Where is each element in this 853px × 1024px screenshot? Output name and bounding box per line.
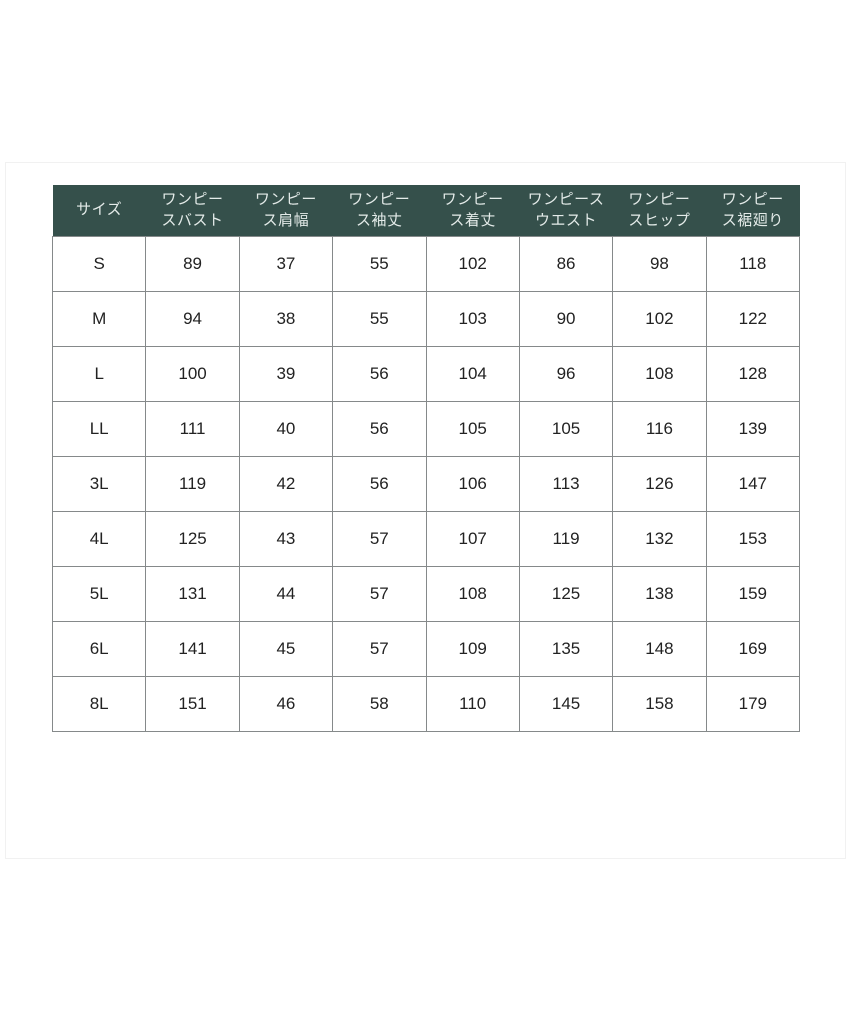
measurement-cell: 128 — [705, 346, 801, 402]
measurement-cell: 125 — [145, 511, 240, 567]
measurement-cell: 125 — [518, 566, 614, 622]
size-cell: 6L — [51, 621, 147, 677]
table-row: 8L 151 46 58 110 145 158 179 — [51, 676, 801, 732]
table-row: L 100 39 56 104 96 108 128 — [51, 346, 801, 402]
measurement-cell: 141 — [145, 621, 240, 677]
measurement-cell: 107 — [425, 511, 520, 567]
column-header-4: ワンピー ス着丈 — [426, 185, 520, 237]
measurement-cell: 169 — [705, 621, 801, 677]
column-header-6: ワンピー スヒップ — [612, 185, 707, 237]
measurement-cell: 94 — [145, 291, 240, 347]
measurement-cell: 113 — [518, 456, 614, 512]
measurement-cell: 42 — [238, 456, 334, 512]
size-cell: 8L — [51, 676, 147, 732]
measurement-cell: 116 — [612, 401, 707, 457]
measurement-cell: 131 — [145, 566, 240, 622]
measurement-cell: 55 — [332, 291, 427, 347]
measurement-cell: 139 — [705, 401, 801, 457]
measurement-cell: 105 — [518, 401, 614, 457]
measurement-cell: 55 — [332, 236, 427, 292]
table-row: 4L 125 43 57 107 119 132 153 — [51, 511, 801, 567]
content-panel: サイズ ワンピー スバスト ワンピー ス肩幅 ワンピー ス袖丈 ワンピー ス着丈 ワンピー… — [5, 162, 846, 859]
measurement-cell: 40 — [238, 401, 334, 457]
measurement-cell: 126 — [612, 456, 707, 512]
measurement-cell: 119 — [518, 511, 614, 567]
column-header-7: ワンピー ス裾廻り — [706, 185, 800, 237]
measurement-cell: 96 — [518, 346, 614, 402]
measurement-cell: 118 — [705, 236, 801, 292]
measurement-cell: 111 — [145, 401, 240, 457]
measurement-cell: 57 — [332, 511, 427, 567]
size-cell: S — [51, 236, 147, 292]
measurement-cell: 86 — [518, 236, 614, 292]
measurement-cell: 44 — [238, 566, 334, 622]
column-header-1: ワンピー スバスト — [145, 185, 240, 237]
header-row: サイズ ワンピー スバスト ワンピー ス肩幅 ワンピー ス袖丈 ワンピー ス着丈 ワンピー… — [52, 185, 800, 237]
column-header-2: ワンピー ス肩幅 — [239, 185, 333, 237]
measurement-cell: 56 — [332, 401, 427, 457]
table-row: 5L 131 44 57 108 125 138 159 — [51, 566, 801, 622]
measurement-cell: 132 — [612, 511, 707, 567]
measurement-cell: 108 — [612, 346, 707, 402]
size-chart-header: サイズ ワンピー スバスト ワンピー ス肩幅 ワンピー ス袖丈 ワンピー ス着丈 ワンピー… — [52, 185, 800, 237]
measurement-cell: 89 — [145, 236, 240, 292]
size-cell: 3L — [51, 456, 147, 512]
table-row: LL 111 40 56 105 105 116 139 — [51, 401, 801, 457]
column-header-3: ワンピー ス袖丈 — [332, 185, 426, 237]
measurement-cell: 43 — [238, 511, 334, 567]
column-header-5: ワンピース ウエスト — [519, 185, 613, 237]
size-cell: L — [51, 346, 147, 402]
measurement-cell: 138 — [612, 566, 707, 622]
measurement-cell: 103 — [425, 291, 520, 347]
measurement-cell: 102 — [425, 236, 520, 292]
measurement-cell: 39 — [238, 346, 334, 402]
measurement-cell: 158 — [612, 676, 707, 732]
size-cell: LL — [51, 401, 147, 457]
table-row: S 89 37 55 102 86 98 118 — [51, 236, 801, 292]
measurement-cell: 110 — [425, 676, 520, 732]
measurement-cell: 100 — [145, 346, 240, 402]
measurement-cell: 109 — [425, 621, 520, 677]
measurement-cell: 38 — [238, 291, 334, 347]
measurement-cell: 148 — [612, 621, 707, 677]
measurement-cell: 37 — [238, 236, 334, 292]
table-row: 3L 119 42 56 106 113 126 147 — [51, 456, 801, 512]
measurement-cell: 56 — [332, 346, 427, 402]
measurement-cell: 145 — [518, 676, 614, 732]
measurement-cell: 151 — [145, 676, 240, 732]
measurement-cell: 90 — [518, 291, 614, 347]
size-cell: M — [51, 291, 147, 347]
measurement-cell: 56 — [332, 456, 427, 512]
measurement-cell: 45 — [238, 621, 334, 677]
measurement-cell: 57 — [332, 566, 427, 622]
measurement-cell: 147 — [705, 456, 801, 512]
measurement-cell: 58 — [332, 676, 427, 732]
size-chart-table: サイズ ワンピー スバスト ワンピー ス肩幅 ワンピー ス袖丈 ワンピー ス着丈 ワンピー… — [51, 185, 801, 732]
measurement-cell: 104 — [425, 346, 520, 402]
measurement-cell: 135 — [518, 621, 614, 677]
size-cell: 5L — [51, 566, 147, 622]
measurement-cell: 106 — [425, 456, 520, 512]
column-header-0: サイズ — [52, 185, 146, 237]
measurement-cell: 46 — [238, 676, 334, 732]
measurement-cell: 119 — [145, 456, 240, 512]
table-row: 6L 141 45 57 109 135 148 169 — [51, 621, 801, 677]
measurement-cell: 57 — [332, 621, 427, 677]
measurement-cell: 102 — [612, 291, 707, 347]
measurement-cell: 179 — [705, 676, 801, 732]
measurement-cell: 105 — [425, 401, 520, 457]
measurement-cell: 122 — [705, 291, 801, 347]
measurement-cell: 108 — [425, 566, 520, 622]
measurement-cell: 159 — [705, 566, 801, 622]
size-chart-body: S 89 37 55 102 86 98 118 M 94 38 55 103 90 102 122 L 100 3… — [51, 236, 801, 732]
table-row: M 94 38 55 103 90 102 122 — [51, 291, 801, 347]
measurement-cell: 153 — [705, 511, 801, 567]
measurement-cell: 98 — [612, 236, 707, 292]
size-cell: 4L — [51, 511, 147, 567]
